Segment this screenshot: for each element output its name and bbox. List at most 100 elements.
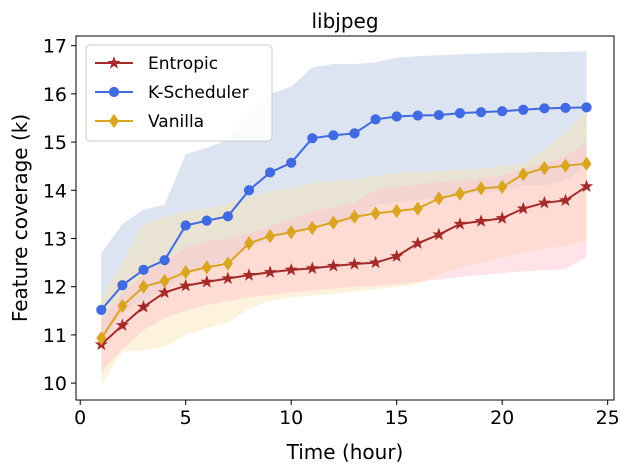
point-k-scheduler (307, 133, 318, 144)
point-k-scheduler (159, 255, 170, 266)
y-tick-label: 15 (43, 132, 67, 154)
x-axis-label: Time (hour) (286, 440, 404, 464)
point-vanilla (391, 203, 402, 219)
plot-frame (75, 35, 615, 401)
point-entropic (115, 318, 129, 331)
chart-title: libjpeg (311, 9, 378, 33)
point-k-scheduler (180, 220, 191, 231)
y-axis-ticks: 10 11 12 13 14 15 16 17 (43, 36, 76, 395)
point-vanilla (138, 279, 149, 294)
legend-label-k-scheduler: K-Scheduler (148, 83, 249, 103)
point-vanilla (560, 158, 571, 173)
point-k-scheduler (201, 215, 212, 226)
point-vanilla (476, 181, 487, 196)
x-tick-label: 25 (596, 407, 620, 429)
y-tick-label: 17 (43, 36, 67, 58)
point-k-scheduler (138, 264, 149, 275)
point-entropic (179, 278, 193, 292)
point-entropic (453, 217, 467, 230)
point-k-scheduler (286, 157, 297, 168)
point-k-scheduler (412, 110, 423, 121)
point-entropic (580, 179, 594, 192)
point-vanilla (159, 273, 170, 288)
point-entropic (221, 271, 235, 285)
point-vanilla (433, 191, 444, 206)
point-vanilla (96, 331, 107, 346)
point-vanilla (581, 156, 592, 171)
x-tick-label: 10 (279, 407, 303, 429)
y-tick-label: 16 (43, 84, 67, 106)
point-vanilla (370, 206, 381, 221)
point-k-scheduler (117, 280, 128, 291)
y-tick-label: 14 (43, 180, 67, 202)
legend-marker-entropic (107, 56, 121, 69)
point-k-scheduler (222, 211, 234, 222)
point-entropic (390, 249, 404, 262)
legend-marker-k-scheduler (108, 86, 120, 98)
legend: Entropic K-Scheduler Vanilla (85, 44, 273, 142)
point-entropic (558, 193, 573, 206)
point-entropic (369, 255, 383, 269)
point-entropic (158, 285, 172, 299)
point-k-scheduler (454, 108, 466, 119)
point-entropic (432, 227, 446, 241)
y-tick-label: 11 (43, 325, 67, 347)
point-vanilla (412, 201, 423, 216)
point-k-scheduler (96, 304, 107, 315)
point-entropic (136, 300, 151, 313)
y-tick-label: 13 (43, 228, 67, 250)
point-vanilla (307, 220, 318, 235)
legend-box (85, 44, 273, 142)
point-entropic (474, 214, 488, 227)
confidence-bands (101, 51, 587, 385)
legend-marker-vanilla (108, 113, 120, 129)
point-vanilla (328, 215, 339, 230)
series-markers (94, 102, 594, 351)
point-vanilla (454, 186, 465, 201)
point-k-scheduler (560, 102, 571, 113)
point-k-scheduler (433, 109, 444, 121)
point-entropic (242, 268, 256, 281)
band-entropic (101, 142, 587, 372)
y-tick-label: 12 (43, 277, 67, 299)
point-k-scheduler (391, 111, 402, 122)
band-vanilla (101, 110, 587, 385)
point-vanilla (222, 256, 233, 271)
point-vanilla (243, 236, 255, 251)
point-vanilla (497, 179, 508, 194)
x-tick-label: 15 (385, 407, 409, 429)
point-vanilla (518, 167, 529, 182)
point-k-scheduler (370, 114, 381, 125)
y-tick-label: 10 (43, 373, 67, 395)
point-entropic (326, 259, 340, 272)
point-k-scheduler (497, 106, 508, 117)
point-k-scheduler (265, 167, 276, 178)
point-entropic (495, 211, 509, 224)
point-vanilla (539, 161, 550, 176)
legend-label-vanilla: Vanilla (148, 112, 204, 132)
point-entropic (537, 195, 551, 209)
x-axis-ticks: 0 5 10 15 20 25 (74, 400, 620, 429)
point-entropic (516, 201, 530, 215)
y-axis-label: Feature coverage (k) (8, 114, 32, 322)
point-vanilla (180, 265, 191, 280)
x-tick-label: 0 (74, 407, 86, 429)
point-entropic (411, 236, 425, 249)
point-entropic (263, 265, 277, 278)
point-vanilla (349, 209, 360, 224)
point-k-scheduler (243, 185, 255, 196)
point-vanilla (265, 229, 276, 244)
point-vanilla (286, 225, 297, 240)
point-vanilla (117, 298, 128, 314)
point-entropic (305, 261, 319, 274)
x-tick-label: 5 (180, 407, 192, 429)
point-vanilla (201, 260, 212, 275)
x-tick-label: 20 (490, 407, 514, 429)
point-k-scheduler (518, 104, 529, 115)
point-k-scheduler (581, 102, 592, 113)
point-k-scheduler (328, 130, 339, 141)
point-entropic (200, 274, 214, 288)
point-entropic (347, 257, 362, 270)
point-entropic (284, 262, 298, 276)
